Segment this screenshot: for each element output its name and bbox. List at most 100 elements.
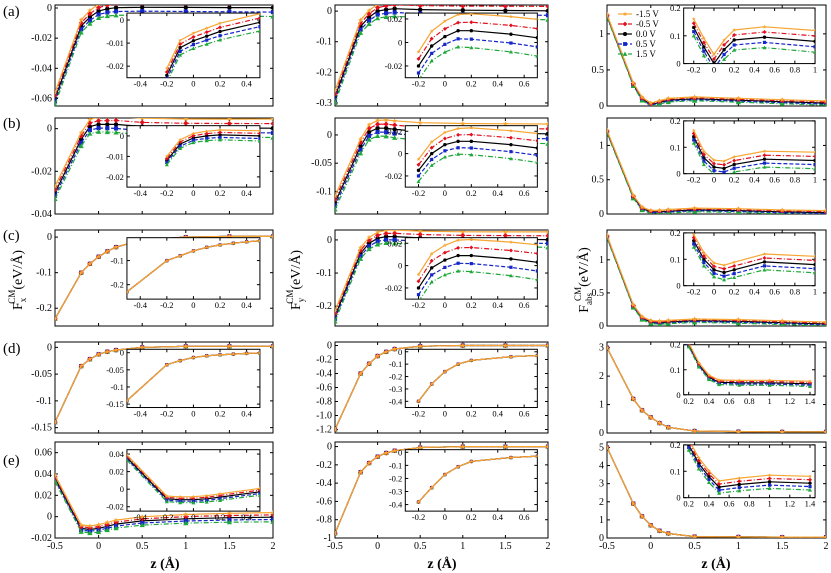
r5c2-inset-point-0-0: [416, 500, 421, 504]
r1c1-main-point-0-3: [97, 5, 101, 7]
r5c2-main-point-0-9: [545, 444, 548, 449]
r3c3-inset-point-4-4: [732, 275, 737, 280]
r1c2-inset-series-group: [416, 13, 538, 78]
r4c2-inset-point-0-5: [509, 354, 513, 359]
r1c3-inset-point-3-3: [722, 52, 726, 57]
r5c1-inset-xtick-label: -0.4: [134, 512, 148, 522]
r5c1-main-point-4-6: [139, 522, 145, 528]
r2c1-inset-line--05V: [166, 131, 260, 159]
r5c2-ytick-label: -1: [324, 533, 332, 544]
r2c1-main-point-1-8: [226, 120, 232, 127]
inset-r5c1: -0.4 -0.2 0 0.2 0.4 0.04 0.02 0 -0.02: [106, 449, 261, 522]
r1c2-inset-xtick-label: -0.2: [412, 79, 425, 89]
r4c3-inset-point-4-0: [686, 344, 691, 349]
r1c3-main-line--15V: [607, 14, 826, 104]
r1c1-inset-point-3-1: [178, 49, 182, 53]
legend-marker-1: [622, 21, 628, 27]
r1c1-main-point-3-4: [105, 10, 110, 15]
r4c2-inset-ytick-label: -0.3: [389, 384, 402, 394]
r1c3-inset-point-4-5: [762, 45, 767, 50]
panel-r3c1: 0 -0.1 -0.2 -0.4 -0.2 0 0.2 0.4 -0.1 -0.2: [36, 229, 274, 327]
r2c2-inset-point-3-3: [456, 146, 460, 150]
r4c3-inset-point-4-2: [706, 377, 711, 382]
r1c2-main-point-0-1: [358, 17, 363, 23]
r1c3-inset-point-0-4: [732, 28, 737, 32]
r5c1-main-point-4-1: [78, 529, 84, 534]
x-axis-label-col2: z (Å): [427, 556, 456, 572]
r3c3-inset-point-1-2: [711, 264, 716, 269]
r2c1-inset-point-3-2: [191, 138, 196, 142]
r3c2-main-line-05V: [335, 239, 548, 319]
inset-r2c3: -0.2 0 0.2 0.4 0.6 0.8 1 0 0.1 0.2: [670, 116, 817, 185]
r4c2-inset-series-group: [416, 353, 538, 404]
r2c2-inset-ytick-label: 0: [398, 149, 402, 159]
r4c1-inset-point-0-1: [164, 362, 169, 367]
r2c2-inset-ytick-label: 0.02: [387, 126, 402, 136]
r4c2-inset-ytick-label: 0: [398, 347, 402, 357]
r5c1-inset-point-4-0: [126, 458, 129, 462]
r5c1-inset-point-0-5: [218, 491, 222, 496]
r3c2-inset-point-2-4: [469, 253, 474, 258]
r4c2-inset-point-0-3: [456, 362, 460, 366]
r1c1-main-line--05V: [55, 5, 113, 96]
r2c2-main-point-3-5: [392, 131, 397, 136]
r1c3-main-point-3-9: [823, 102, 826, 106]
r5c1-inset-xtick-label: 0.2: [215, 512, 226, 522]
r1c3-inset-point-2-3: [722, 47, 726, 52]
r2c2-main-point-0-3: [375, 118, 381, 123]
r2c2-inset-point-0-0: [416, 157, 421, 161]
r1c1-inset-point-0-5: [258, 13, 260, 16]
r1c3-inset-point-4-3: [722, 57, 727, 61]
r1c1-inset-line--05V: [166, 17, 260, 73]
r2c3-main-point-0-5: [665, 206, 671, 212]
r2c1-inset-point-2-5: [258, 134, 260, 138]
legend-label-2: 0.0 V: [636, 29, 656, 39]
r4c3-inset-point-4-6: [807, 384, 812, 388]
r5c3-inset-xtick-label: 1.4: [805, 499, 816, 509]
r5c3-main-point-0-0: [607, 444, 610, 450]
r4c3-inset-point-0-2: [707, 373, 711, 377]
r3c2-main-point-2-9: [545, 237, 548, 242]
r3c2-ytick-label: -0.1: [316, 268, 332, 279]
r2c3-inset-point-4-0: [691, 141, 696, 145]
r2c1-main-point-3-4: [105, 126, 110, 131]
r2c2-inset-xtick-label: 0.6: [519, 188, 530, 198]
r2c1-main-point-0-8: [226, 118, 232, 122]
r2c3-inset-point-0-3: [722, 159, 726, 163]
r3c3-main-line-15V: [607, 237, 826, 326]
r5c1-inset-point-0-2: [178, 494, 182, 499]
r2c3-main-point-0-0: [607, 127, 610, 133]
r2c3-inset-point-1-3: [722, 162, 727, 167]
r5c1-main-line-00V: [55, 478, 273, 531]
r2c3-inset-ytick-label: 0.1: [670, 142, 681, 152]
r1c2-inset-point-4-6: [535, 54, 538, 58]
r3c2-ytick-label: -0.2: [316, 301, 332, 312]
r5c3-inset-point-3-0: [687, 445, 691, 450]
r2c1-main-point-0-4: [105, 118, 109, 119]
r5c1-main-point-0-8: [226, 510, 232, 516]
r2c2-ytick-label: 0: [327, 130, 332, 141]
r4c3-inset-point-4-3: [717, 382, 722, 387]
r1c2-main-point-0-6: [418, 0, 423, 4]
r5c1-main-point-1-7: [183, 514, 189, 520]
r1c1-inset-point-2-4: [218, 29, 222, 34]
r2c2-main-point-4-2: [366, 136, 372, 142]
r3c1-inset-xtick-label: 0.4: [241, 300, 252, 310]
y-label-sup-col2: CM: [285, 290, 295, 304]
r1c3-main-point-0-3: [648, 100, 654, 105]
r5c2-inset-ytick-label: -0.1: [389, 460, 402, 470]
r2c3-inset-xtick-label: 0.6: [769, 175, 780, 185]
r1c3-inset-point-4-0: [691, 33, 696, 38]
r2c2-inset-point-0-3: [456, 126, 460, 131]
r1c1-inset-point-4-3: [204, 42, 209, 46]
r2c1-main-point-1-5: [113, 118, 119, 123]
r2c2-main-point-3-4: [384, 130, 389, 135]
r5c3-ytick-label: 5: [599, 442, 604, 453]
r1c3-inset-xtick-label: 0.6: [769, 65, 780, 75]
r3c1-main-line--15V: [55, 235, 273, 320]
r5c1-inset-point-4-6: [257, 493, 260, 497]
r2c1-inset-point-4-3: [204, 138, 209, 143]
r2c1-main-point-0-5: [114, 118, 118, 119]
r1c2-inset-point-1-6: [535, 26, 538, 31]
r2c2-main-point-0-5: [392, 118, 398, 123]
